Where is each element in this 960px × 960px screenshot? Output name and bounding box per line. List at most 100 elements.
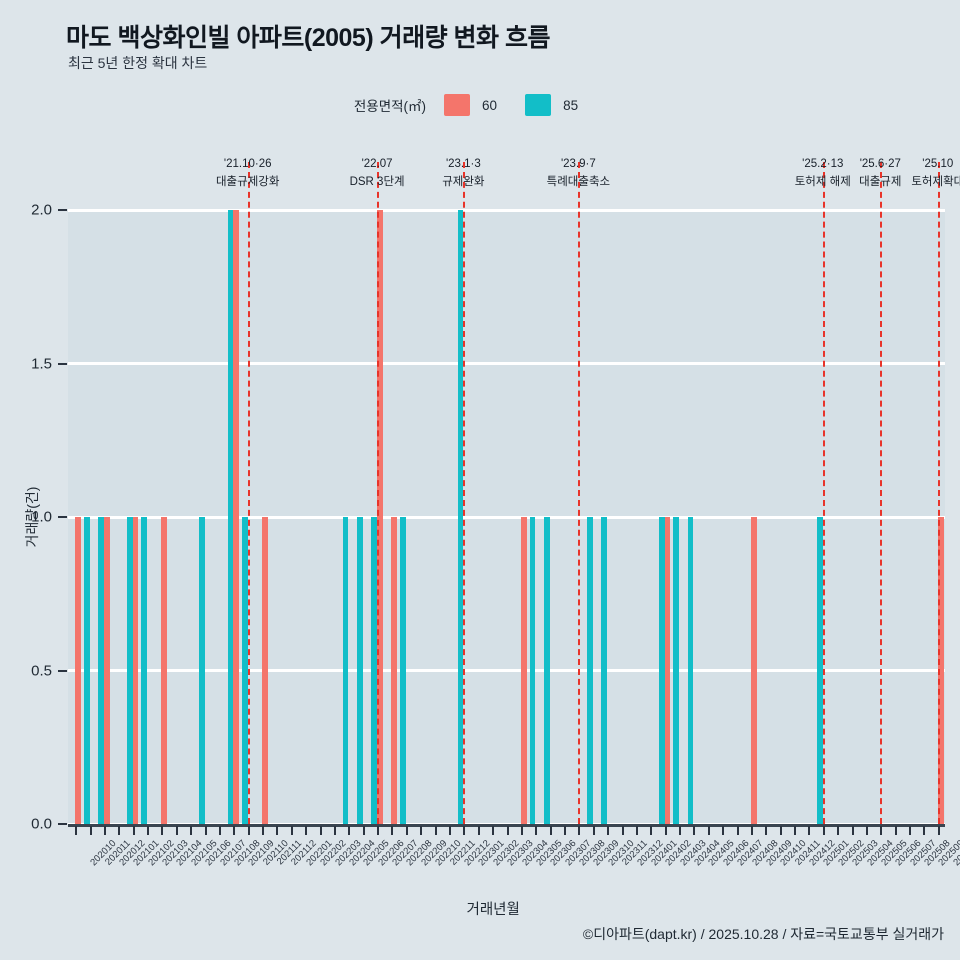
x-tick [262, 826, 265, 835]
event-text: DSR 3단계 [349, 175, 405, 188]
bar-60-202208[interactable] [391, 517, 398, 824]
bar-85-202205[interactable] [342, 517, 349, 824]
event-label-202110: '21.10·26 대출규제강화 [216, 156, 279, 192]
x-tick [276, 826, 279, 835]
bar-85-202102[interactable] [126, 517, 133, 824]
x-tick [909, 826, 912, 835]
bar-60-202010[interactable] [75, 517, 81, 824]
x-tick [693, 826, 696, 835]
y-tick [58, 516, 67, 518]
x-tick [592, 826, 595, 835]
legend-label-60: 60 [482, 97, 498, 113]
x-tick [161, 826, 164, 835]
x-tick [650, 826, 653, 835]
legend-label-85: 85 [563, 97, 579, 113]
bar-85-202206[interactable] [356, 517, 363, 824]
bar-85-202209[interactable] [400, 517, 406, 824]
x-tick [89, 826, 92, 835]
x-tick [635, 826, 638, 835]
bar-85-202301[interactable] [457, 210, 464, 824]
event-line-202506 [880, 162, 883, 834]
legend-item-85[interactable]: 85 [525, 94, 578, 116]
x-tick [750, 826, 753, 835]
bar-85-202107[interactable] [198, 517, 205, 824]
bar-85-202310[interactable] [587, 517, 593, 824]
x-tick [520, 826, 523, 835]
x-axis-label: 거래년월 [466, 902, 520, 918]
x-tick [535, 826, 538, 835]
event-label-202510: '25.10 토허제확대 [911, 156, 960, 192]
bar-60-202409[interactable] [750, 517, 757, 824]
bar-60-202104[interactable] [161, 517, 168, 824]
event-date: '25.6·27 [859, 158, 901, 170]
bar-85-202109[interactable] [227, 210, 234, 824]
event-line-202301 [463, 162, 466, 834]
bar-85-202103[interactable] [141, 517, 148, 824]
x-tick [218, 826, 221, 835]
legend-item-60[interactable]: 60 [444, 94, 497, 116]
x-tick [607, 826, 610, 835]
x-tick [707, 826, 710, 835]
x-tick [477, 826, 480, 835]
x-tick [448, 826, 451, 835]
bar-85-202405[interactable] [687, 517, 694, 824]
bar-85-202207[interactable] [371, 517, 378, 824]
y-tick-label: 1.0 [31, 508, 52, 526]
x-tick [664, 826, 667, 835]
page-title: 마도 백상화인빌 아파트(2005) 거래량 변화 흐름 [66, 24, 551, 52]
x-tick [621, 826, 624, 835]
y-tick [58, 823, 67, 825]
bar-85-202110[interactable] [241, 517, 248, 824]
bar-60-202403[interactable] [664, 517, 671, 824]
bar-60-202305[interactable] [520, 517, 527, 824]
x-tick [377, 826, 380, 835]
y-tick-label: 1.5 [31, 355, 52, 372]
x-tick [937, 826, 940, 835]
x-tick [894, 826, 897, 835]
event-line-202110 [247, 162, 250, 834]
event-text: 규제완화 [442, 175, 485, 188]
x-tick [405, 826, 408, 835]
x-tick [578, 826, 581, 835]
bar-85-202403[interactable] [658, 517, 665, 824]
bar-85-202502[interactable] [817, 517, 823, 824]
legend-title: 전용면적(㎡) [353, 99, 427, 114]
x-tick [822, 826, 825, 835]
x-axis-line [68, 824, 945, 827]
gridline [68, 362, 945, 365]
x-tick [132, 826, 135, 835]
x-tick [391, 826, 394, 835]
bar-85-202404[interactable] [673, 517, 680, 824]
bar-60-202510[interactable] [937, 517, 944, 824]
bar-60-202109[interactable] [233, 210, 240, 824]
gridline [68, 669, 945, 672]
x-tick [837, 826, 840, 835]
event-date: '23.9·7 [560, 158, 596, 170]
footer-credit: ©디아파트(dapt.kr) / 2025.10.28 / 자료=국토교통부 실… [582, 926, 944, 942]
event-text: 대출규제 [859, 175, 902, 188]
bar-85-202012[interactable] [98, 517, 104, 824]
x-tick [103, 826, 106, 835]
bar-85-202011[interactable] [83, 517, 90, 824]
bar-85-202311[interactable] [601, 517, 608, 824]
event-text: 대출규제강화 [215, 175, 280, 188]
event-label-202506: '25.6·27 대출규제 [859, 156, 901, 192]
event-label-202502: '25.2·13 토허제 해제 [795, 156, 851, 192]
bar-60-202207[interactable] [377, 210, 383, 824]
bar-85-202306[interactable] [529, 517, 536, 824]
bar-60-202111[interactable] [262, 517, 268, 824]
x-tick [175, 826, 178, 835]
bar-60-202012[interactable] [103, 517, 110, 824]
x-tick [549, 826, 552, 835]
event-line-202502 [822, 162, 825, 834]
x-tick [779, 826, 782, 835]
bar-60-202102[interactable] [132, 517, 139, 824]
event-date: '22.07 [361, 158, 393, 170]
x-tick [118, 826, 121, 835]
bar-85-202307[interactable] [543, 517, 550, 824]
x-tick [204, 826, 207, 835]
x-tick [736, 826, 739, 835]
x-tick [564, 826, 566, 835]
x-tick [333, 826, 336, 835]
